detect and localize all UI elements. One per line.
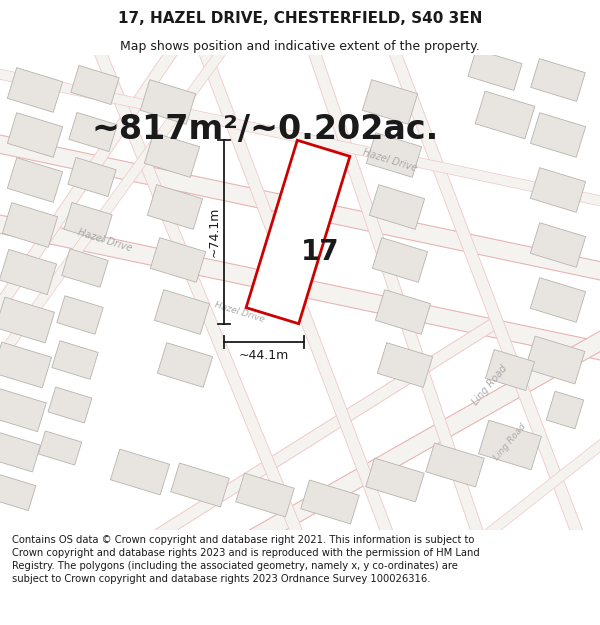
- Polygon shape: [376, 289, 431, 334]
- Polygon shape: [89, 38, 305, 542]
- Polygon shape: [479, 420, 541, 470]
- Polygon shape: [154, 289, 209, 334]
- Polygon shape: [38, 431, 82, 465]
- Polygon shape: [530, 278, 586, 322]
- Text: 17, HAZEL DRIVE, CHESTERFIELD, S40 3EN: 17, HAZEL DRIVE, CHESTERFIELD, S40 3EN: [118, 11, 482, 26]
- Polygon shape: [171, 463, 229, 507]
- Polygon shape: [0, 37, 234, 388]
- Polygon shape: [366, 458, 424, 502]
- Polygon shape: [236, 473, 294, 517]
- Polygon shape: [52, 341, 98, 379]
- Polygon shape: [7, 158, 62, 202]
- Polygon shape: [0, 297, 55, 343]
- Polygon shape: [69, 112, 117, 151]
- Polygon shape: [140, 79, 196, 124]
- Polygon shape: [0, 432, 41, 472]
- Polygon shape: [7, 112, 62, 158]
- Polygon shape: [304, 38, 485, 542]
- Polygon shape: [385, 38, 586, 542]
- Polygon shape: [477, 426, 600, 544]
- Polygon shape: [64, 202, 112, 241]
- Polygon shape: [245, 322, 600, 548]
- Polygon shape: [525, 336, 585, 384]
- Polygon shape: [0, 131, 600, 284]
- Text: Map shows position and indicative extent of the property.: Map shows position and indicative extent…: [120, 39, 480, 52]
- Text: Hazel Drive: Hazel Drive: [214, 300, 266, 324]
- Text: Contains OS data © Crown copyright and database right 2021. This information is : Contains OS data © Crown copyright and d…: [12, 535, 480, 584]
- Text: 17: 17: [301, 238, 340, 266]
- Text: ~44.1m: ~44.1m: [239, 349, 289, 362]
- Polygon shape: [367, 132, 422, 178]
- Polygon shape: [151, 238, 206, 282]
- Text: Hazel Drive: Hazel Drive: [362, 147, 418, 173]
- Polygon shape: [246, 140, 350, 324]
- Polygon shape: [530, 59, 586, 101]
- Polygon shape: [530, 168, 586, 212]
- Polygon shape: [0, 388, 46, 432]
- Polygon shape: [7, 68, 62, 112]
- Polygon shape: [485, 349, 535, 391]
- Polygon shape: [373, 238, 428, 282]
- Polygon shape: [71, 66, 119, 104]
- Polygon shape: [362, 79, 418, 124]
- Polygon shape: [0, 211, 600, 364]
- Polygon shape: [157, 342, 212, 388]
- Polygon shape: [301, 480, 359, 524]
- Polygon shape: [194, 38, 395, 542]
- Polygon shape: [377, 342, 433, 388]
- Polygon shape: [0, 473, 36, 511]
- Polygon shape: [530, 222, 586, 268]
- Polygon shape: [0, 65, 600, 210]
- Polygon shape: [57, 296, 103, 334]
- Polygon shape: [68, 158, 116, 196]
- Polygon shape: [145, 132, 200, 178]
- Polygon shape: [48, 387, 92, 423]
- Polygon shape: [530, 112, 586, 158]
- Text: ~817m²/~0.202ac.: ~817m²/~0.202ac.: [91, 114, 439, 146]
- Polygon shape: [0, 342, 52, 388]
- Text: Ling Road: Ling Road: [470, 363, 509, 407]
- Polygon shape: [0, 249, 56, 294]
- Text: Hazel Drive: Hazel Drive: [77, 227, 133, 253]
- Polygon shape: [0, 37, 185, 338]
- Polygon shape: [2, 202, 58, 248]
- Polygon shape: [546, 391, 584, 429]
- Polygon shape: [468, 49, 522, 91]
- Text: Ling Road: Ling Road: [492, 422, 528, 462]
- Polygon shape: [475, 91, 535, 139]
- Polygon shape: [110, 449, 170, 495]
- Polygon shape: [426, 443, 484, 487]
- Polygon shape: [147, 315, 503, 545]
- Polygon shape: [62, 249, 108, 288]
- Polygon shape: [148, 184, 203, 229]
- Polygon shape: [370, 184, 425, 229]
- Text: ~74.1m: ~74.1m: [208, 207, 221, 258]
